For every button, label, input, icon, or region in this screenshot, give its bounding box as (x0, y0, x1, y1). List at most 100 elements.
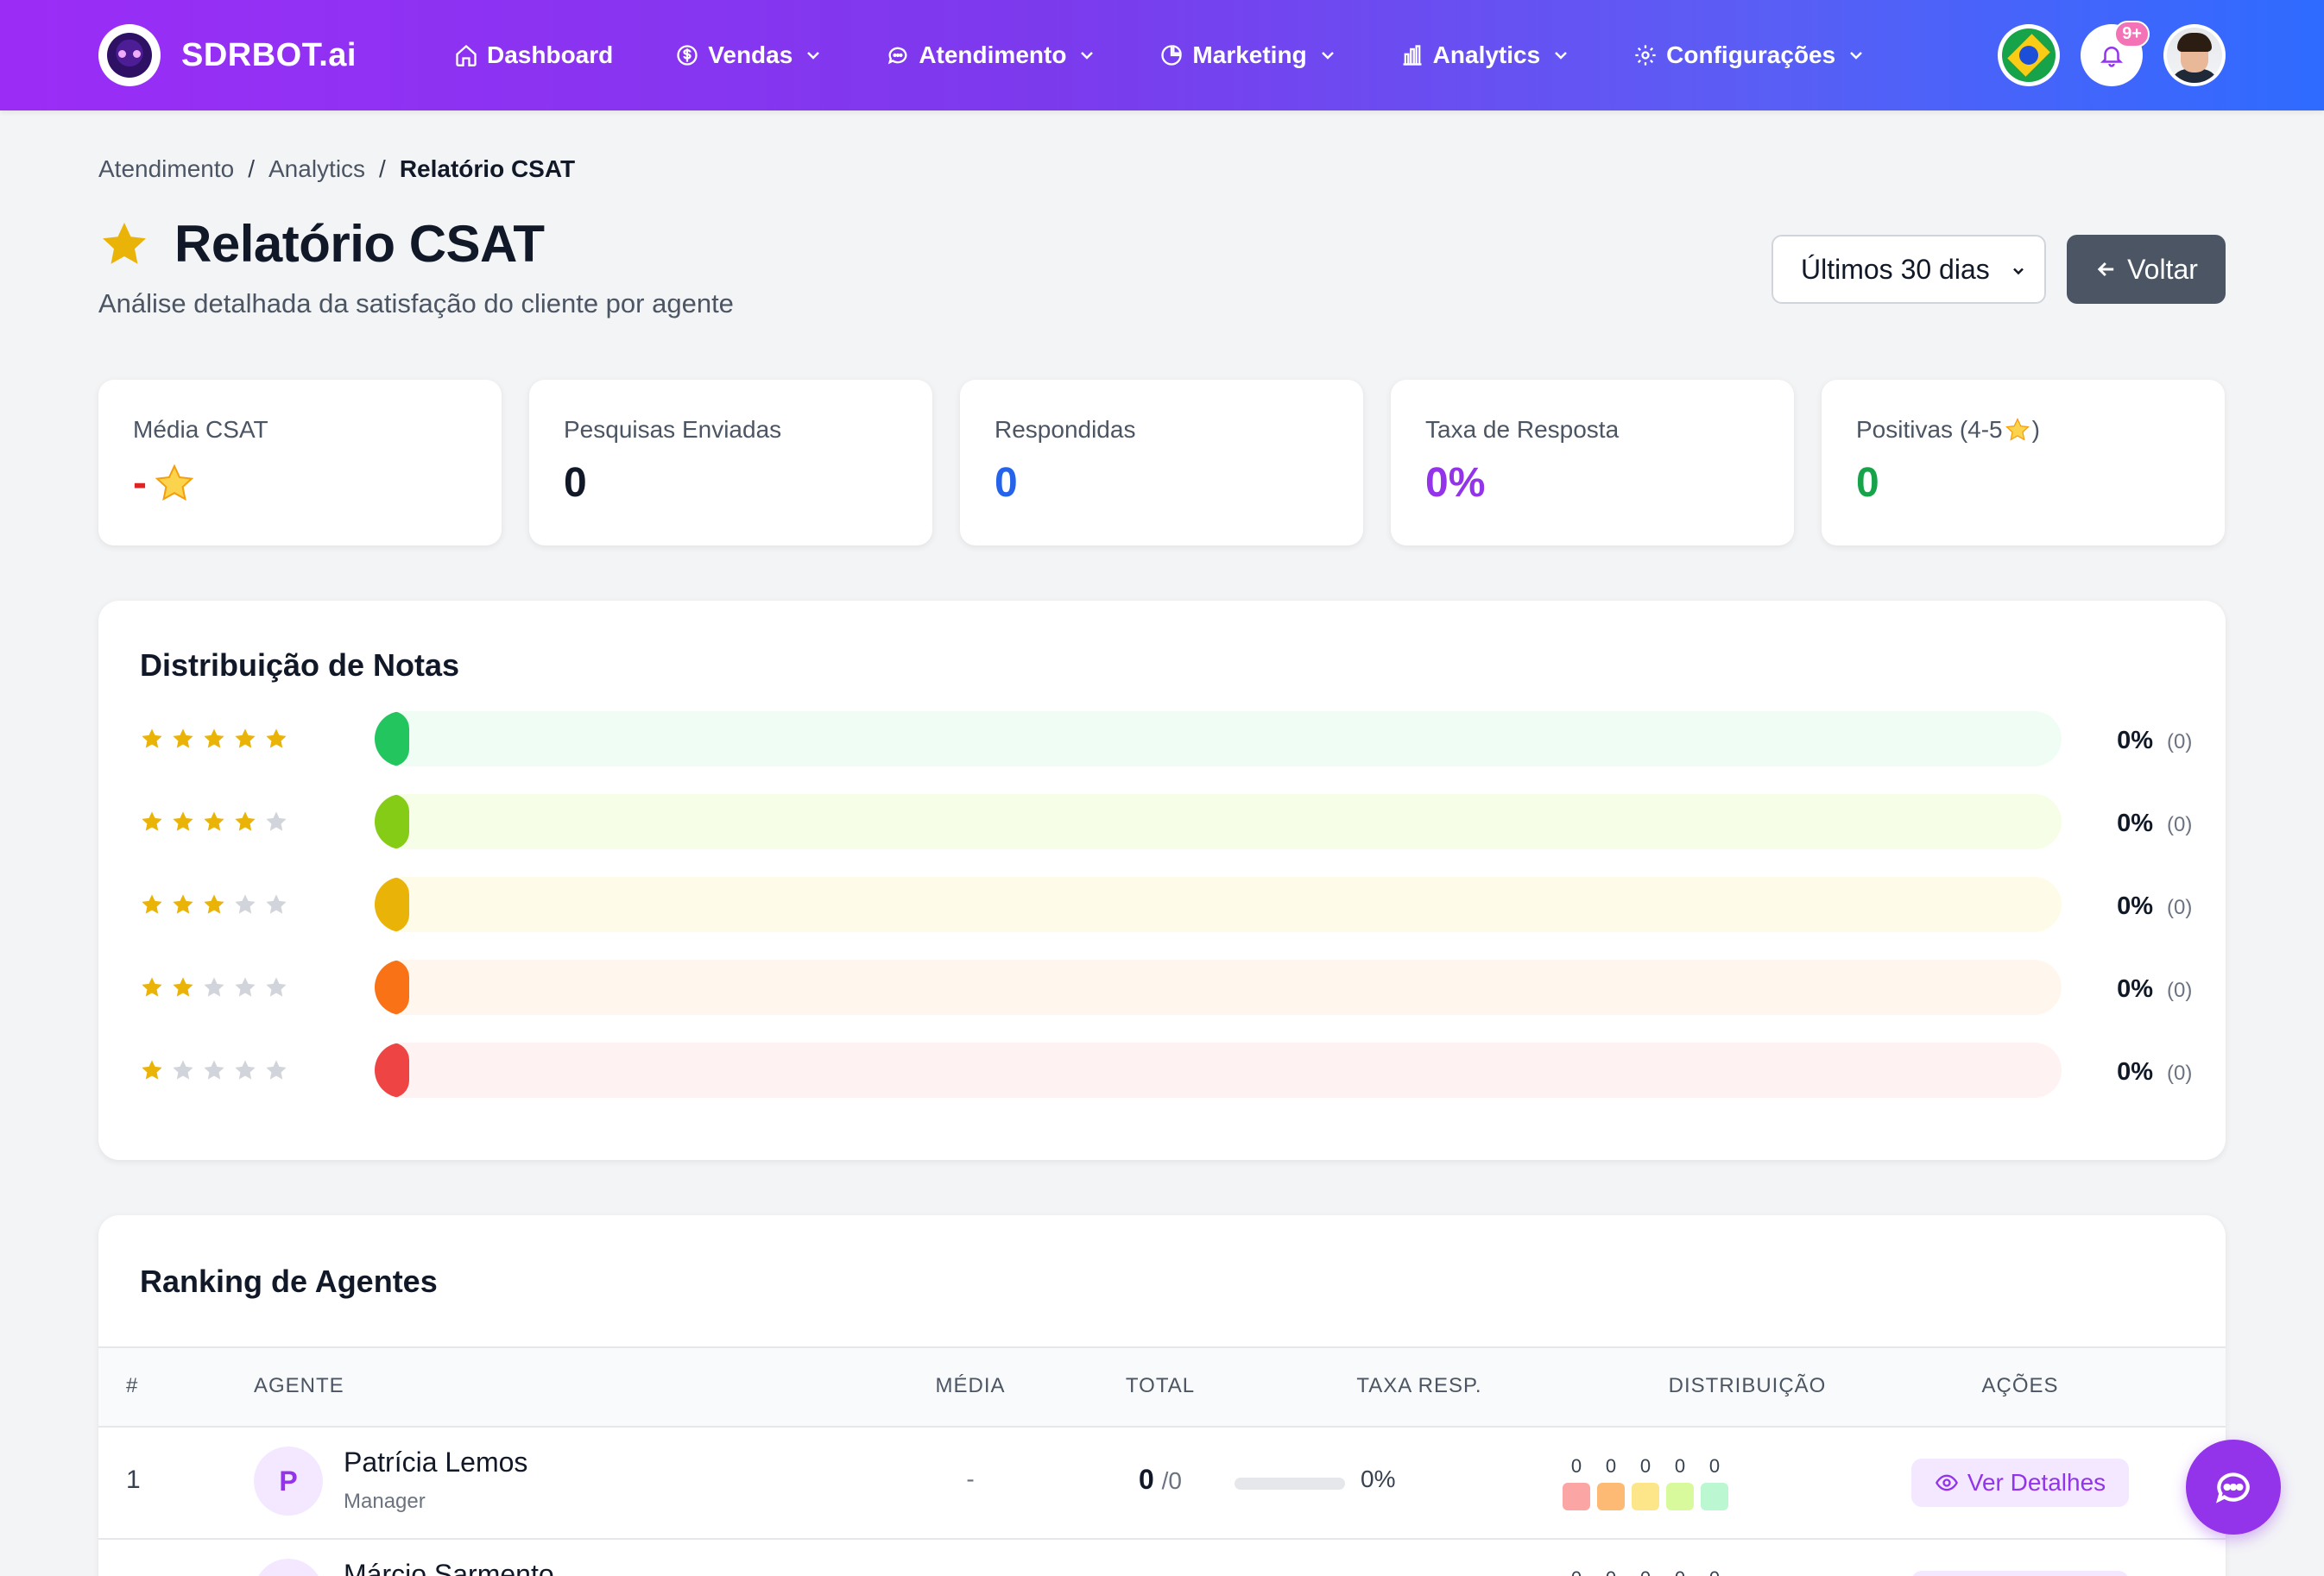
stat-value-text: 0 (564, 460, 587, 506)
distribution-bar-fill (375, 1043, 409, 1098)
star-icon (142, 728, 162, 748)
star-icon (204, 1060, 224, 1080)
agent-average: - (966, 1466, 975, 1492)
stat-label: Positivas (4-5 ) (1856, 416, 2190, 444)
star-icon (204, 977, 224, 997)
distribution-bar-track (375, 877, 2062, 932)
breadcrumb-link-atendimento[interactable]: Atendimento (98, 155, 235, 182)
stat-value: 0% (1425, 459, 1759, 507)
stats-row: Média CSAT - Pesquisas Enviadas 0 Respon… (98, 380, 2225, 545)
column-header-media[interactable]: Média (935, 1374, 1006, 1397)
user-avatar[interactable] (2163, 24, 2226, 86)
distribution-mini-column: 0 (1563, 1567, 1590, 1576)
distribution-bar-track (375, 960, 2062, 1015)
distribution-mini-count: 0 (1640, 1567, 1651, 1576)
distribution-count: (0) (2167, 896, 2193, 919)
column-header-agente[interactable]: Agente (254, 1374, 344, 1397)
star-icon (173, 728, 193, 748)
nav-label: Marketing (1192, 41, 1307, 68)
arrow-left-icon (2097, 262, 2114, 277)
distribution-mini: 0 0 0 0 0 (1563, 1567, 1735, 1576)
agent-name: Patrícia Lemos (344, 1447, 528, 1478)
main-nav: Dashboard Vendas Atendimento Marketing A… (454, 0, 1929, 110)
view-details-button[interactable]: Ver Detalhes (1911, 1571, 2129, 1576)
star-icon (173, 811, 193, 831)
distribution-mini-column: 0 (1666, 1455, 1694, 1510)
home-icon (456, 44, 477, 66)
chat-fab-button[interactable] (2186, 1440, 2281, 1535)
nav-item-dashboard[interactable]: Dashboard (454, 41, 613, 69)
distribution-mini-count: 0 (1675, 1567, 1685, 1576)
stat-value-text: 0 (995, 460, 1018, 506)
star-icon (204, 811, 224, 831)
chevron-down-icon (2013, 268, 2024, 275)
stat-label-suffix: ) (2031, 416, 2040, 443)
chevron-down-icon (1321, 52, 1334, 60)
table-header: # Agente Média Total Taxa Resp. Distribu… (98, 1346, 2226, 1426)
back-button-label: Voltar (2127, 253, 2198, 285)
distribution-count: (0) (2167, 730, 2193, 753)
chat-icon (2216, 1472, 2250, 1504)
nav-item-vendas[interactable]: Vendas (675, 41, 824, 69)
distribution-mini-count: 0 (1571, 1567, 1582, 1576)
star-rating (140, 975, 332, 999)
nav-item-marketing[interactable]: Marketing (1159, 41, 1337, 69)
chevron-down-icon (807, 52, 820, 60)
star-emoji-icon (155, 463, 194, 501)
distribution-bar-fill (375, 877, 409, 932)
rank-number: 1 (126, 1466, 141, 1494)
table-row[interactable]: 1 P Patrícia Lemos Manager - 0 /0 0% 0 0… (98, 1426, 2226, 1538)
column-header-total[interactable]: Total (1125, 1374, 1196, 1397)
nav-item-atendimento[interactable]: Atendimento (886, 41, 1097, 69)
response-rate-percent: 0% (1361, 1466, 1396, 1492)
stat-value: - (133, 459, 467, 507)
column-header-acoes: Ações (1981, 1374, 2059, 1397)
stat-card-media-csat: Média CSAT - (98, 380, 502, 545)
stat-card-pesquisas-enviadas: Pesquisas Enviadas 0 (529, 380, 932, 545)
column-header-taxa-resp[interactable]: Taxa Resp. (1356, 1374, 1482, 1397)
chevron-down-icon (1081, 52, 1094, 60)
distribution-bar-track (375, 711, 2062, 766)
distribution-count: (0) (2167, 813, 2193, 836)
star-icon (173, 977, 193, 997)
back-button[interactable]: Voltar (2067, 235, 2226, 304)
star-rating (140, 727, 332, 751)
period-select[interactable]: Últimos 30 dias (1771, 235, 2046, 304)
language-selector[interactable] (1998, 24, 2060, 86)
star-icon (235, 894, 256, 914)
nav-item-configuracoes[interactable]: Configurações (1633, 41, 1866, 69)
page-title-text: Relatório CSAT (174, 215, 545, 273)
distribution-card: Distribuição de Notas 0% (0) 0% (0) 0% (… (98, 601, 2226, 1160)
star-emoji-icon (2005, 418, 2030, 441)
distribution-mini-count: 0 (1606, 1567, 1616, 1576)
dollar-icon (677, 45, 698, 66)
stat-value-text: 0% (1425, 460, 1486, 506)
stat-label: Taxa de Resposta (1425, 416, 1620, 443)
page-title: Relatório CSAT (98, 214, 545, 274)
agent-total-denominator: /0 (1161, 1467, 1183, 1494)
star-icon (266, 1060, 287, 1080)
distribution-row: 0% (0) (140, 794, 2195, 849)
nav-label: Dashboard (487, 41, 614, 68)
star-icon (204, 894, 224, 914)
distribution-mini-count: 0 (1709, 1567, 1720, 1576)
nav-item-analytics[interactable]: Analytics (1400, 41, 1572, 69)
view-details-button[interactable]: Ver Detalhes (1911, 1459, 2129, 1507)
distribution-mini-column: 0 (1563, 1455, 1590, 1510)
star-icon (266, 977, 287, 997)
distribution-bar-track (375, 1043, 2062, 1098)
stat-value: 0 (564, 459, 898, 507)
star-icon (235, 811, 256, 831)
top-navbar: SDRBOT.ai Dashboard Vendas Atendimento M… (0, 0, 2324, 110)
pie-chart-icon (1161, 45, 1183, 66)
distribution-mini: 0 0 0 0 0 (1563, 1455, 1735, 1510)
stat-value-text: 0 (1856, 460, 1879, 506)
distribution-bar-fill (375, 794, 409, 849)
agent-role: Manager (344, 1490, 426, 1513)
brand[interactable]: SDRBOT.ai (98, 24, 357, 86)
notifications-button[interactable]: 9+ (2081, 21, 2150, 86)
table-row[interactable]: 2 M Márcio Sarmento - 0 /0 0% 0 0 0 0 0 … (98, 1538, 2226, 1576)
distribution-mini-count: 0 (1674, 1455, 1686, 1477)
breadcrumb-link-analytics[interactable]: Analytics (268, 155, 366, 182)
distribution-row: 0% (0) (140, 1043, 2195, 1098)
